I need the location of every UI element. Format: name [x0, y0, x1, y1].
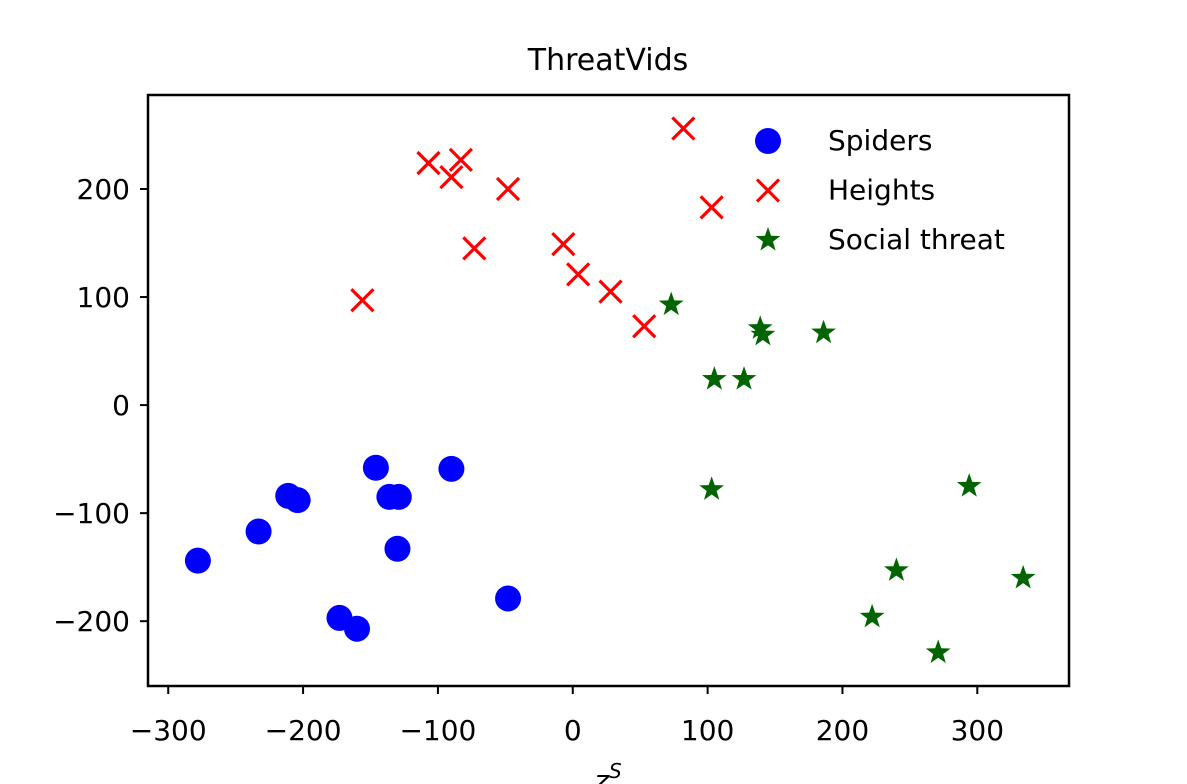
data-point-heights	[632, 314, 657, 339]
y-tick-label: 0	[112, 389, 130, 422]
x-tick-label: −300	[130, 714, 207, 747]
y-axis-label: z	[0, 376, 1, 393]
data-point-social-threat	[925, 639, 951, 664]
legend: Spiders Heights Social threat	[755, 124, 1005, 256]
x-tick-label: −100	[399, 714, 476, 747]
data-point-spiders	[495, 585, 522, 612]
data-point-social-threat	[811, 319, 836, 344]
data-point-heights	[350, 288, 375, 313]
y-tick-label: 100	[77, 281, 130, 314]
x-tick-label: 100	[681, 714, 734, 747]
data-point-social-threat	[956, 473, 982, 497]
chart-title: ThreatVids	[527, 43, 689, 78]
data-point-social-threat	[658, 291, 684, 316]
y-tick-label: −200	[53, 605, 130, 638]
x-tick-label: 0	[564, 714, 582, 747]
x-axis: −300 −200 −100 0 100 200 300	[130, 686, 1004, 747]
data-point-spiders	[245, 518, 272, 545]
legend-entry-spiders: Spiders	[755, 124, 932, 157]
data-point-spiders	[184, 547, 211, 574]
data-point-social-threat	[1010, 564, 1036, 589]
data-point-social-threat	[731, 366, 757, 390]
data-point-heights	[495, 176, 521, 202]
legend-label-spiders: Spiders	[828, 124, 932, 157]
plot-frame	[146, 93, 1071, 688]
y-axis: −200 −100 0 100 200	[53, 173, 148, 638]
x-tick-label: 300	[951, 714, 1004, 747]
data-point-spiders	[344, 615, 371, 642]
x-axis-label: zS	[593, 759, 622, 784]
data-point-spiders	[384, 535, 411, 562]
series-spiders	[184, 454, 522, 642]
data-point-spiders	[284, 487, 311, 514]
y-tick-label: 200	[77, 173, 130, 206]
data-point-heights	[439, 164, 464, 190]
data-point-social-threat	[699, 476, 725, 500]
legend-marker-social-threat	[755, 227, 781, 251]
data-point-heights	[448, 147, 473, 172]
legend-label-heights: Heights	[828, 174, 935, 207]
legend-marker-spiders	[755, 128, 781, 154]
x-tick-label: 200	[816, 714, 869, 747]
data-point-heights	[598, 279, 623, 304]
series-heights	[350, 116, 724, 339]
points-layer	[184, 116, 1036, 664]
data-point-spiders	[385, 483, 412, 510]
x-tick-label: −200	[265, 714, 342, 747]
data-point-social-threat	[750, 321, 776, 346]
data-point-social-threat	[747, 315, 773, 339]
legend-marker-heights	[755, 178, 781, 203]
legend-entry-social-threat: Social threat	[755, 223, 1005, 256]
y-tick-label: −100	[53, 497, 130, 530]
data-point-heights	[699, 195, 724, 220]
data-point-social-threat	[884, 557, 909, 581]
legend-entry-heights: Heights	[755, 174, 935, 207]
data-point-social-threat	[859, 603, 885, 628]
data-point-heights	[551, 231, 576, 257]
data-point-spiders	[362, 454, 389, 481]
data-point-heights	[566, 262, 591, 287]
legend-label-social-threat: Social threat	[828, 223, 1005, 256]
data-point-heights	[416, 150, 441, 176]
data-point-heights	[462, 236, 487, 261]
series-social-threat	[658, 291, 1036, 664]
data-point-heights	[671, 116, 696, 141]
data-point-social-threat	[701, 366, 727, 390]
data-point-spiders	[438, 455, 465, 482]
